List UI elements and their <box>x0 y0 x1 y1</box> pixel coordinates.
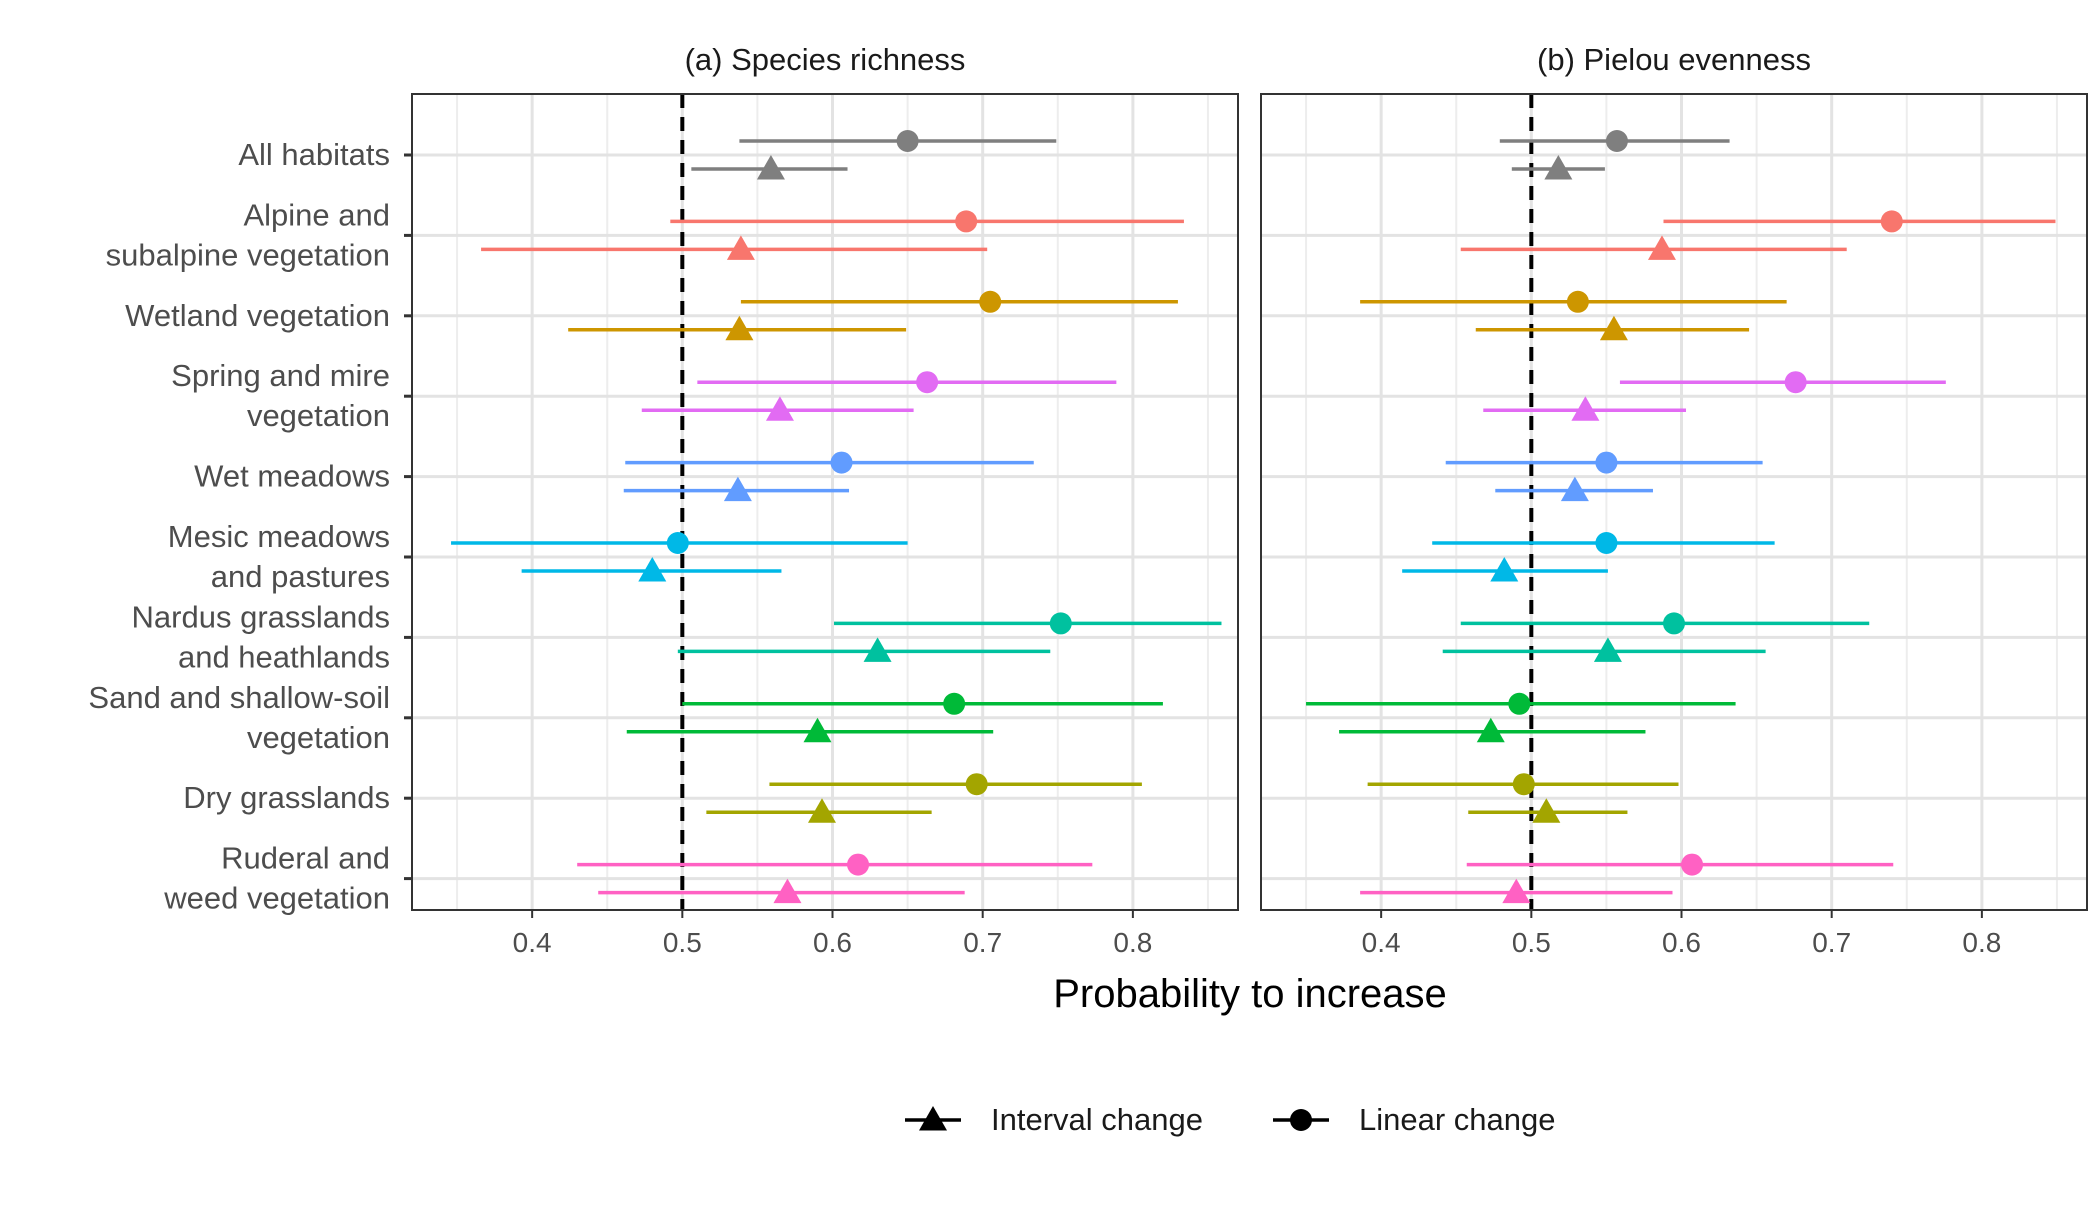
point-interval <box>803 717 832 743</box>
panel-border <box>411 93 1239 911</box>
point-linear <box>896 130 919 152</box>
panel-a: (a) Species richness 0.4 0.5 0.6 0.7 0.8 <box>411 42 1239 958</box>
x-tick-label: 0.4 <box>513 927 552 958</box>
category-label: vegetation <box>247 720 390 755</box>
point-linear <box>1880 210 1903 233</box>
legend-label: Linear change <box>1359 1102 1556 1137</box>
point-interval <box>1647 235 1676 260</box>
point-linear <box>830 451 853 474</box>
point-linear <box>943 692 966 715</box>
legend-label: Interval change <box>991 1102 1203 1137</box>
point-interval <box>1476 717 1505 743</box>
point-interval <box>1599 315 1628 341</box>
category-label: Sand and shallow-soil <box>88 680 390 715</box>
point-interval <box>1532 798 1561 823</box>
point-linear <box>1566 290 1589 313</box>
category-label: Ruderal and <box>221 841 390 876</box>
point-linear <box>1605 130 1628 152</box>
x-tick-label: 0.7 <box>1812 927 1851 958</box>
x-tick-label: 0.5 <box>1512 927 1551 958</box>
category-label: Mesic meadows <box>168 519 390 554</box>
category-label: Spring and mire <box>171 358 390 393</box>
point-interval <box>725 315 754 341</box>
point-linear <box>1508 692 1531 715</box>
x-axis-title: Probability to increase <box>1053 972 1447 1016</box>
point-interval <box>765 396 794 421</box>
category-label: Nardus grasslands <box>132 599 390 634</box>
category-label: vegetation <box>247 398 390 433</box>
panel-title: (a) Species richness <box>685 42 966 77</box>
point-interval <box>638 557 667 582</box>
point-interval <box>807 798 836 823</box>
point-linear <box>847 853 870 876</box>
legend-triangle-icon <box>919 1106 947 1131</box>
x-tick-label: 0.8 <box>1962 927 2001 958</box>
point-linear <box>955 210 978 233</box>
legend: Interval change Linear change <box>905 1102 1556 1137</box>
point-linear <box>965 773 988 796</box>
point-interval <box>1544 155 1573 180</box>
point-interval <box>1593 637 1622 662</box>
x-tick-label: 0.8 <box>1113 927 1152 958</box>
point-interval <box>1490 557 1519 582</box>
category-label: weed vegetation <box>163 881 390 916</box>
category-label: subalpine vegetation <box>106 237 390 272</box>
category-label: Alpine and <box>243 197 390 232</box>
category-label: and heathlands <box>178 639 390 674</box>
point-linear <box>1784 371 1807 394</box>
x-tick-label: 0.4 <box>1362 927 1401 958</box>
category-labels: All habitats Alpine and subalpine vegetati… <box>88 137 412 916</box>
x-tick-label: 0.7 <box>963 927 1002 958</box>
category-label: All habitats <box>238 137 390 172</box>
point-interval <box>726 235 755 260</box>
panel-b: (b) Pielou evenness 0.4 0.5 0.6 0.7 0.8 <box>1260 42 2088 958</box>
x-tick-label: 0.5 <box>663 927 702 958</box>
category-label: and pastures <box>211 559 390 594</box>
point-interval <box>1502 878 1531 904</box>
x-tick-label: 0.6 <box>813 927 852 958</box>
point-interval <box>756 155 785 180</box>
legend-circle-icon <box>1290 1109 1312 1131</box>
point-linear <box>1663 612 1685 635</box>
point-linear <box>1512 773 1535 796</box>
category-label: Dry grasslands <box>183 780 390 815</box>
legend-item-triangle: Interval change <box>905 1102 1203 1137</box>
category-label: Wetland vegetation <box>125 298 390 333</box>
point-linear <box>979 290 1002 313</box>
point-linear <box>916 371 939 394</box>
point-interval <box>773 878 802 904</box>
point-linear <box>1049 612 1072 635</box>
legend-item-circle: Linear change <box>1273 1102 1556 1137</box>
point-linear <box>666 532 689 554</box>
point-linear <box>1681 853 1704 876</box>
point-interval <box>1571 396 1600 421</box>
x-tick-label: 0.6 <box>1662 927 1701 958</box>
category-label: Wet meadows <box>194 459 390 494</box>
panel-border <box>1260 93 2088 911</box>
point-interval <box>1560 476 1589 502</box>
point-interval <box>723 476 752 502</box>
panel-title: (b) Pielou evenness <box>1537 42 1811 77</box>
point-linear <box>1595 532 1618 554</box>
point-interval <box>863 637 892 662</box>
point-linear <box>1595 451 1618 474</box>
